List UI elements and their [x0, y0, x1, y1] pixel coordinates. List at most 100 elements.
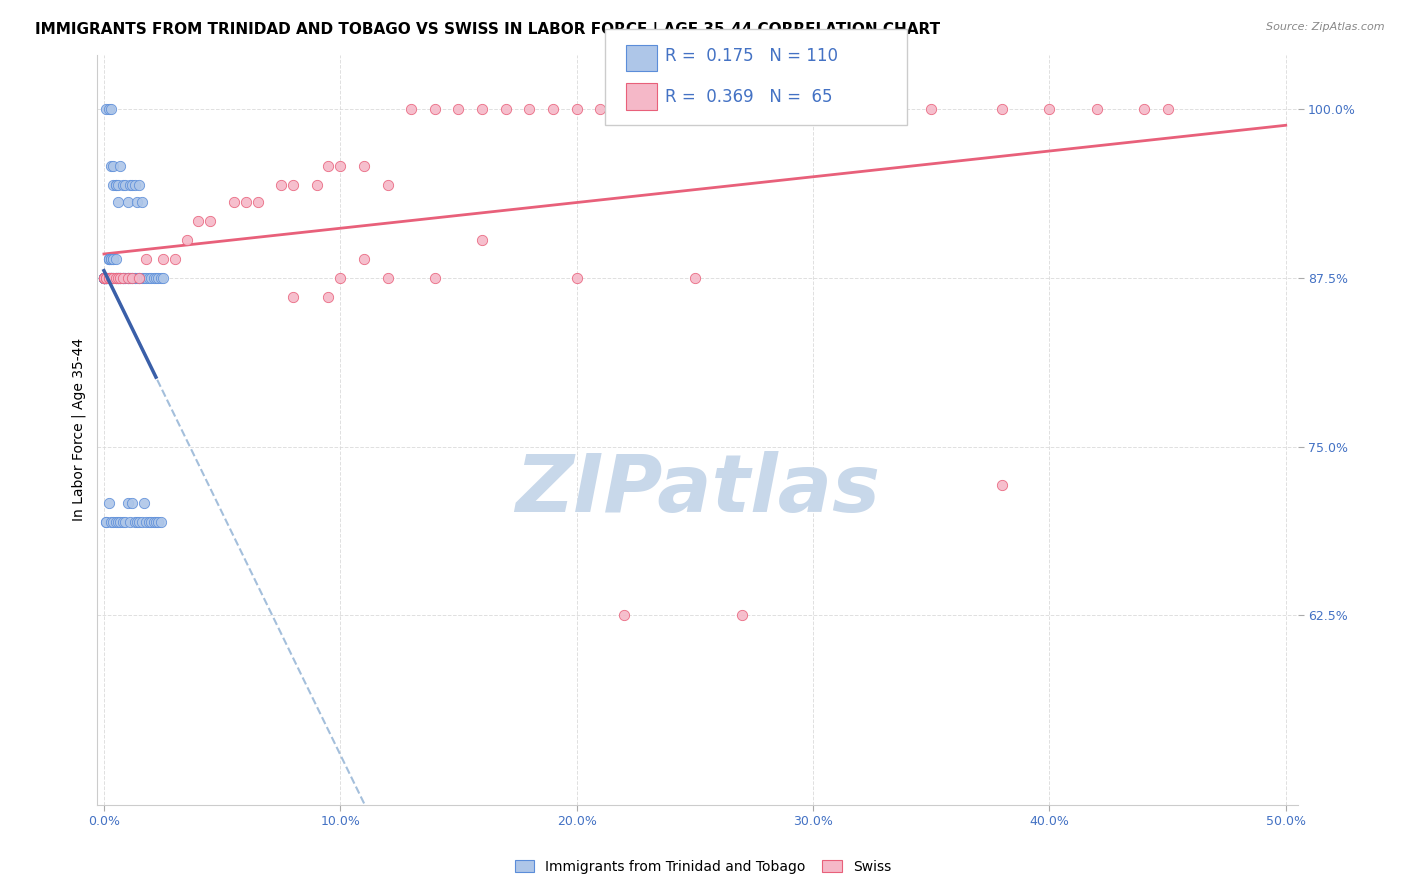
Point [100, 271, 122, 285]
Point [97, 102, 120, 116]
Text: Source: ZipAtlas.com: Source: ZipAtlas.com [1267, 22, 1385, 32]
Point [471, 233, 494, 247]
Point [93, 271, 115, 285]
Point [145, 271, 167, 285]
Point [97, 252, 120, 266]
Point [991, 102, 1014, 116]
Point [114, 271, 136, 285]
Point [103, 271, 125, 285]
Point [138, 516, 160, 530]
Text: ZIPatlas: ZIPatlas [515, 450, 880, 529]
Point [111, 271, 134, 285]
Point [128, 271, 150, 285]
Point [100, 252, 122, 266]
Point [93, 271, 115, 285]
Point [755, 102, 778, 116]
Point [104, 516, 127, 530]
Point [128, 271, 150, 285]
Point [148, 516, 170, 530]
Point [141, 271, 163, 285]
Point [270, 178, 292, 192]
Point [104, 271, 127, 285]
Point [149, 271, 172, 285]
Point [107, 271, 129, 285]
Point [148, 271, 170, 285]
Point [541, 102, 564, 116]
Point [423, 102, 446, 116]
Point [121, 271, 143, 285]
Point [131, 271, 153, 285]
Point [96, 271, 118, 285]
Point [128, 271, 150, 285]
Point [329, 271, 352, 285]
Point [118, 178, 141, 192]
Point [145, 516, 167, 530]
Point [659, 102, 682, 116]
Point [110, 159, 132, 173]
Point [104, 271, 127, 285]
Point [93, 271, 115, 285]
Point [111, 516, 134, 530]
Point [495, 102, 517, 116]
Point [110, 516, 132, 530]
Point [107, 516, 129, 530]
Point [110, 271, 132, 285]
Point [121, 271, 143, 285]
Point [849, 102, 872, 116]
Point [103, 516, 125, 530]
Point [138, 271, 160, 285]
Point [128, 178, 150, 192]
Point [97, 271, 120, 285]
Point [103, 178, 125, 192]
Point [103, 271, 125, 285]
Point [97, 252, 120, 266]
Point [100, 102, 122, 116]
Point [131, 195, 153, 210]
Point [519, 102, 541, 116]
Point [93, 271, 115, 285]
Point [111, 271, 134, 285]
Point [100, 271, 122, 285]
Point [103, 252, 125, 266]
Point [93, 271, 115, 285]
Point [134, 271, 156, 285]
Point [149, 516, 172, 530]
Point [121, 271, 143, 285]
Point [121, 496, 143, 510]
Point [124, 271, 146, 285]
Point [104, 252, 127, 266]
Point [93, 271, 115, 285]
Point [96, 516, 118, 530]
Point [246, 195, 269, 210]
Point [1133, 102, 1156, 116]
Point [96, 516, 118, 530]
Point [121, 178, 143, 192]
Point [683, 271, 706, 285]
Point [96, 271, 118, 285]
Point [107, 178, 129, 192]
Point [114, 271, 136, 285]
Point [135, 516, 157, 530]
Point [135, 252, 157, 266]
Point [96, 271, 118, 285]
Point [589, 102, 612, 116]
Point [1156, 102, 1178, 116]
Point [118, 271, 141, 285]
Point [104, 271, 127, 285]
Point [110, 271, 132, 285]
Point [163, 252, 186, 266]
Point [471, 102, 494, 116]
Point [565, 271, 588, 285]
Point [131, 516, 153, 530]
Point [124, 271, 146, 285]
Point [107, 195, 129, 210]
Point [565, 102, 588, 116]
Point [825, 102, 848, 116]
Point [118, 271, 141, 285]
Point [104, 271, 127, 285]
Point [97, 496, 120, 510]
Point [104, 178, 127, 192]
Point [117, 271, 139, 285]
Text: IMMIGRANTS FROM TRINIDAD AND TOBAGO VS SWISS IN LABOR FORCE | AGE 35-44 CORRELAT: IMMIGRANTS FROM TRINIDAD AND TOBAGO VS S… [35, 22, 941, 38]
Point [187, 214, 209, 228]
